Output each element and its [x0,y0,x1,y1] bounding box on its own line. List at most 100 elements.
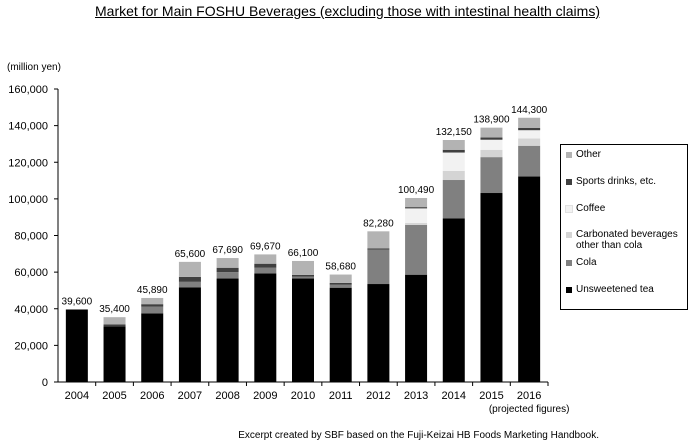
bar-segment [442,152,465,171]
y-tick-label: 0 [42,377,48,389]
bar-segment [518,138,541,146]
legend-label: Other [576,149,602,160]
bar-total-label: 132,150 [436,127,473,138]
bar-segment [367,231,390,249]
bar-segment [518,145,541,177]
x-tick-label: 2013 [404,390,428,402]
y-tick-label: 40,000 [14,304,48,316]
x-tick-label: 2012 [366,390,390,402]
bar-segment [65,309,88,382]
bar-segment [329,287,352,382]
x-tick-label: 2008 [215,390,239,402]
bar-segment [141,313,164,382]
bar-segment [254,263,277,268]
x-tick-label: 2015 [479,390,503,402]
legend-item: Unsweetened tea [566,284,654,295]
bar-segment [103,326,126,382]
x-tick-label: 2005 [102,390,126,402]
legend-swatch [566,287,572,293]
bar-segment [367,249,390,285]
legend-swatch [566,260,572,266]
legend-item: Coffee [565,203,606,214]
bar-segment [103,324,126,327]
bar-segment [292,276,314,279]
bar-segment [141,304,164,307]
bar-segment [405,224,428,275]
bar-total-label: 82,280 [363,218,394,229]
bar-segment [216,267,239,273]
bar-segment [254,267,277,274]
bar-segment [216,258,239,268]
chart-title: Market for Main FOSHU Beverages (excludi… [95,3,600,19]
legend-swatch [566,152,572,158]
bar-segment [442,170,465,181]
bar-segment [216,272,239,279]
bar-segment [216,278,239,382]
y-tick-label: 60,000 [14,267,48,279]
bar-segment [405,274,428,382]
bar-total-label: 66,100 [288,248,319,259]
legend-item: Cola [566,257,597,268]
x-tick-label: 2009 [253,390,277,402]
bar-segment [480,127,503,138]
bar-total-label: 144,300 [511,105,548,116]
projected-figures-note: (projected figures) [489,404,570,415]
bar-total-label: 39,600 [62,296,93,307]
y-tick-label: 140,000 [8,121,48,133]
bar-segment [141,306,164,314]
bar-segment [405,207,428,209]
y-axis-unit-label: (million yen) [7,62,61,73]
x-tick-label: 2007 [178,390,202,402]
bar-segment [518,130,541,139]
bar-segment [442,180,465,219]
bar-total-label: 69,670 [250,241,281,252]
legend-label: Coffee [576,203,606,214]
bar-segment [292,260,314,275]
legend-swatch [566,179,572,185]
bar-segment [367,284,390,382]
bar-segment [480,157,503,194]
bar-segment [480,139,503,150]
bar-segment [480,137,503,140]
bar-segment [329,282,352,285]
x-tick-label: 2006 [140,390,164,402]
bar-segment [178,287,201,382]
bar-segment [518,128,541,131]
legend-item: Sports drinks, etc. [566,176,656,187]
bar-segment [329,284,352,288]
y-tick-label: 80,000 [14,231,48,243]
bar-total-label: 58,680 [325,262,356,273]
bar-segment [292,274,314,277]
bar-segment [405,223,428,225]
x-tick-label: 2016 [517,390,541,402]
bar-segment [405,208,428,224]
bar-segment [178,281,201,288]
bar-segment [329,274,352,283]
bar-segment [103,317,126,325]
legend-item: Other [566,149,601,160]
x-tick-label: 2010 [291,390,315,402]
bar-total-label: 100,490 [398,185,435,196]
legend-swatch [565,205,573,213]
bar-segment [480,149,503,158]
legend-label: Unsweetened tea [576,284,654,295]
bar-segment [518,117,541,129]
bar-segment [518,176,541,382]
legend-label: Sports drinks, etc. [576,176,657,187]
bar-segment [178,261,201,277]
source-note: Excerpt created by SBF based on the Fuji… [238,430,599,441]
bar-segment [367,248,390,250]
y-tick-label: 20,000 [14,340,48,352]
x-tick-label: 2014 [442,390,466,402]
x-tick-label: 2011 [329,390,353,402]
bar-segment [178,276,201,282]
bar-total-label: 35,400 [99,304,130,315]
bar-segment [480,193,503,382]
y-tick-label: 160,000 [8,84,48,96]
bar-total-label: 67,690 [212,245,243,256]
bar-total-label: 138,900 [473,115,510,126]
bar-total-label: 65,600 [175,249,206,260]
legend-swatch [566,232,572,238]
x-tick-label: 2004 [65,390,89,402]
